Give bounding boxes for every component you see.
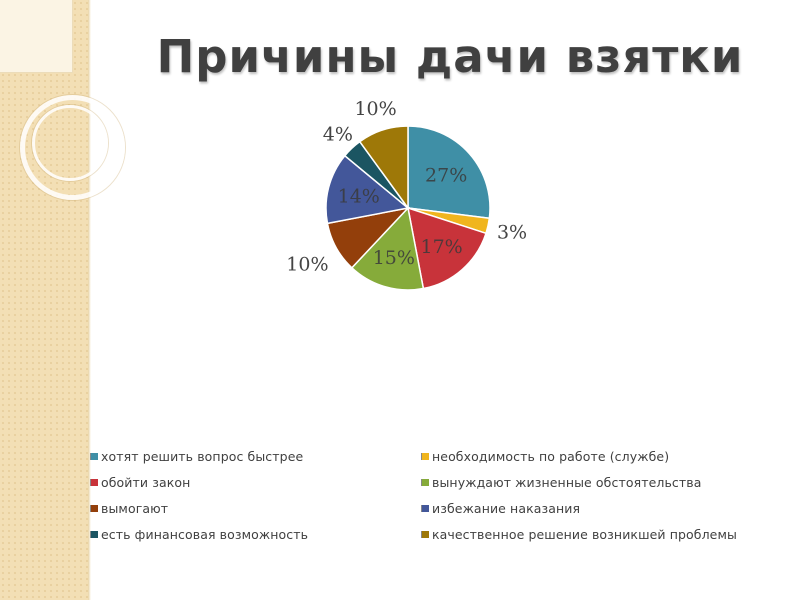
- pie-data-label: 14%: [338, 185, 380, 207]
- pie-data-label: 4%: [323, 123, 353, 145]
- pie-data-label: 15%: [373, 247, 415, 269]
- legend-swatch: [90, 478, 98, 486]
- legend-item: есть финансовая возможность: [90, 524, 421, 544]
- decorative-ring-outer: [20, 95, 125, 200]
- pie-slice: [358, 125, 409, 211]
- pie-slice: [325, 154, 410, 225]
- pie-slice: [407, 206, 487, 290]
- decorative-paper-card: [0, 0, 73, 73]
- slide-title: Причины дачи взятки: [156, 30, 744, 83]
- pie-data-label: 3%: [497, 221, 527, 243]
- legend-label: избежание наказания: [432, 500, 581, 516]
- pie-data-label: 10%: [286, 253, 328, 275]
- legend-label: необходимость по работе (службе): [432, 448, 670, 464]
- legend-swatch: [90, 530, 98, 538]
- pie-slice: [407, 125, 491, 220]
- legend-label: обойти закон: [101, 474, 191, 490]
- legend-swatch: [421, 452, 429, 460]
- pie-slice: [350, 206, 425, 291]
- legend-label: хотят решить вопрос быстрее: [101, 448, 304, 464]
- legend-swatch: [90, 504, 98, 512]
- decorative-ring-inner: [32, 105, 108, 181]
- legend-item: обойти закон: [90, 472, 421, 492]
- pie-data-label: 10%: [354, 98, 396, 120]
- pie-data-label: 17%: [421, 236, 463, 258]
- legend-item: качественное решение возникшей проблемы: [421, 524, 790, 544]
- side-strip-edge: [88, 0, 91, 600]
- legend-item: хотят решить вопрос быстрее: [90, 446, 421, 466]
- legend-label: качественное решение возникшей проблемы: [432, 526, 737, 542]
- legend-label: вынуждают жизненные обстоятельства: [432, 474, 702, 490]
- legend-item: избежание наказания: [421, 498, 790, 518]
- legend-item: вымогают: [90, 498, 421, 518]
- legend-swatch: [421, 478, 429, 486]
- legend-item: необходимость по работе (службе): [421, 446, 790, 466]
- legend-item: вынуждают жизненные обстоятельства: [421, 472, 790, 492]
- pie-data-label: 27%: [425, 164, 467, 186]
- chart-legend: хотят решить вопрос быстрее необходимость…: [90, 446, 790, 544]
- legend-label: вымогают: [101, 500, 169, 516]
- legend-swatch: [421, 504, 429, 512]
- legend-swatch: [90, 452, 98, 460]
- legend-label: есть финансовая возможность: [101, 526, 309, 542]
- legend-swatch: [421, 530, 429, 538]
